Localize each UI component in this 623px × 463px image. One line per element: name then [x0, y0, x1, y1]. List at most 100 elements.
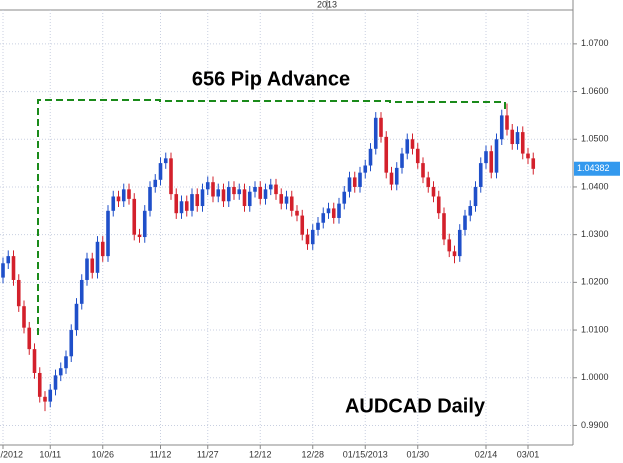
candle-body: [452, 251, 457, 257]
candle-body: [85, 258, 89, 280]
last-price-label: 1.04382: [577, 163, 610, 173]
candle-body: [106, 210, 110, 257]
y-tick-label: 1.0000: [581, 372, 609, 382]
x-tick-label: 10/11: [39, 449, 61, 459]
candle-body: [510, 129, 515, 145]
candle-body: [342, 191, 347, 204]
candle-body: [326, 208, 331, 214]
x-tick-label: 11/27: [197, 449, 219, 459]
candle-body: [520, 132, 525, 154]
candle-body: [337, 203, 341, 218]
candle-body: [499, 115, 504, 140]
candle-body: [457, 229, 462, 257]
candle-body: [426, 177, 431, 187]
candle-body: [300, 215, 305, 235]
candle-body: [174, 194, 179, 214]
candle-body: [127, 189, 131, 199]
candle-body: [405, 139, 410, 154]
candle-body: [158, 163, 163, 180]
candle-body: [431, 186, 436, 197]
x-tick-label: 12/28: [301, 449, 324, 459]
candle-body: [6, 256, 11, 264]
candle-body: [200, 189, 205, 207]
candle-body: [163, 158, 168, 164]
candle-body: [384, 136, 389, 173]
x-tick-label: 12/12: [249, 449, 272, 459]
x-tick-label: 10/26: [91, 449, 114, 459]
candle-body: [111, 196, 116, 211]
y-tick-label: 1.0200: [581, 277, 609, 287]
candle-body: [253, 186, 257, 192]
chart-title: AUDCAD Daily: [345, 395, 486, 417]
candle-body: [1, 263, 5, 278]
candle-body: [137, 234, 142, 238]
candle-body: [43, 396, 47, 402]
candle-body: [310, 229, 315, 245]
y-tick-label: 0.9900: [581, 420, 609, 430]
candle-body: [95, 241, 100, 273]
candle-body: [321, 213, 326, 223]
candle-body: [347, 177, 352, 192]
candle-body: [274, 184, 278, 195]
candle-body: [169, 158, 173, 195]
candle-body: [242, 189, 247, 207]
candle-body: [379, 117, 383, 137]
advance-line: [37, 99, 506, 335]
candle-body: [100, 241, 105, 257]
y-tick-label: 1.0400: [581, 181, 609, 191]
y-tick-label: 1.0300: [581, 229, 609, 239]
candle-body: [247, 191, 252, 207]
candle-body: [153, 179, 158, 187]
candle-body: [53, 375, 58, 390]
candle-body: [32, 349, 37, 373]
x-tick-label: 01/15/2013: [343, 449, 388, 459]
y-tick-label: 1.0500: [581, 134, 609, 144]
candle-body: [58, 368, 63, 376]
candle-body: [494, 139, 499, 173]
candle-body: [190, 194, 194, 211]
candle-body: [363, 165, 368, 173]
candle-body: [373, 117, 378, 149]
candle-body: [205, 182, 210, 190]
y-tick-label: 1.0100: [581, 324, 609, 334]
candle-body: [74, 303, 79, 331]
candle-body: [64, 356, 68, 369]
candle-body: [463, 215, 467, 230]
candle-body: [132, 198, 137, 235]
candle-body: [526, 153, 530, 159]
candle-body: [16, 279, 21, 307]
candle-body: [268, 184, 273, 190]
plot-area: [0, 10, 573, 445]
candle-body: [478, 163, 483, 187]
candle-body: [216, 189, 221, 197]
candle-body: [11, 256, 16, 280]
x-tick-label: 02/14: [475, 449, 498, 459]
x-tick-label: 03/01: [517, 449, 540, 459]
candle-body: [142, 210, 147, 238]
y-tick-label: 1.0600: [581, 86, 609, 96]
candle-body: [279, 194, 284, 204]
candle-body: [468, 206, 473, 216]
candle-body: [400, 153, 404, 168]
candle-body: [358, 172, 362, 187]
candle-body: [179, 201, 184, 214]
candle-body: [232, 186, 236, 195]
year-label: 2013: [317, 0, 337, 9]
candle-body: [263, 189, 268, 199]
candle-body: [121, 189, 126, 202]
candle-body: [221, 189, 226, 202]
last-price-box: [574, 161, 620, 176]
candle-body: [331, 208, 336, 218]
candle-body: [258, 186, 263, 199]
candle-body: [289, 196, 294, 211]
candle-body: [442, 213, 446, 240]
candle-body: [37, 372, 42, 397]
candle-body: [195, 194, 200, 207]
candle-body: [352, 177, 357, 187]
candle-body: [27, 327, 32, 350]
candle-body: [316, 222, 320, 230]
candle-body: [211, 182, 215, 197]
candle-body: [295, 210, 299, 216]
candle-body: [184, 201, 189, 211]
candle-body: [410, 139, 415, 149]
